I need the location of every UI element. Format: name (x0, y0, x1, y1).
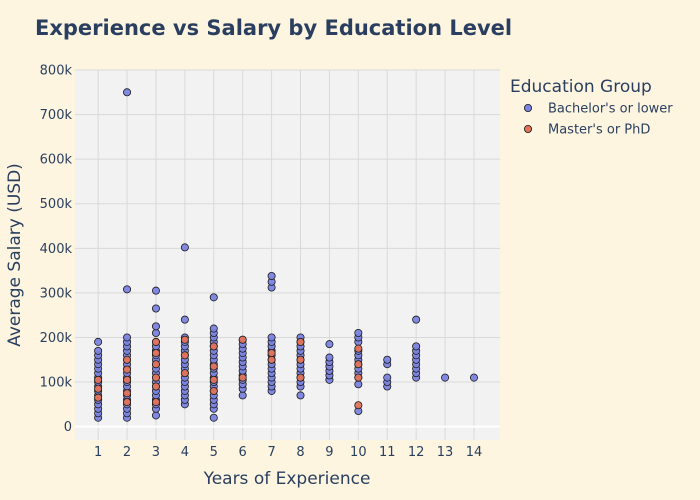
y-tick-label: 500k (40, 197, 73, 212)
data-point (151, 373, 160, 382)
x-tick-label: 8 (296, 445, 304, 460)
data-point (296, 391, 305, 400)
data-point (180, 351, 189, 360)
data-point (296, 337, 305, 346)
data-point (354, 344, 363, 353)
data-point (412, 342, 421, 351)
data-point (151, 382, 160, 391)
x-tick-label: 7 (267, 445, 275, 460)
data-point (354, 401, 363, 410)
legend-label: Bachelor's or lower (548, 102, 673, 117)
data-point (209, 413, 218, 422)
data-point (267, 271, 276, 280)
data-point (94, 337, 103, 346)
data-point (354, 373, 363, 382)
data-point (209, 342, 218, 351)
data-point (238, 391, 247, 400)
data-point (267, 333, 276, 342)
data-point (412, 315, 421, 324)
data-point (441, 373, 450, 382)
data-point (123, 88, 132, 97)
data-point (383, 355, 392, 364)
y-tick-label: 200k (40, 331, 73, 346)
data-point (238, 373, 247, 382)
data-point (296, 355, 305, 364)
x-tick-label: 4 (181, 445, 189, 460)
data-point (151, 398, 160, 407)
data-point (209, 293, 218, 302)
y-tick-label: 700k (40, 108, 73, 123)
data-point (209, 375, 218, 384)
x-tick-label: 14 (466, 445, 483, 460)
x-tick-label: 1 (94, 445, 102, 460)
data-point (267, 355, 276, 364)
data-point (238, 335, 247, 344)
data-point (123, 355, 132, 364)
x-tick-label: 13 (437, 445, 454, 460)
x-tick-label: 10 (350, 445, 367, 460)
plot-area (75, 70, 500, 440)
data-point (354, 329, 363, 338)
data-point (325, 353, 334, 362)
data-point (180, 243, 189, 252)
data-point (267, 349, 276, 358)
data-point (123, 375, 132, 384)
data-point (151, 322, 160, 331)
data-point (123, 285, 132, 294)
legend-marker (524, 104, 533, 113)
data-point (94, 384, 103, 393)
data-point (296, 373, 305, 382)
data-point (180, 335, 189, 344)
y-tick-label: 800k (40, 64, 73, 79)
data-point (151, 337, 160, 346)
scatter-points (94, 88, 478, 422)
x-tick-label: 9 (325, 445, 333, 460)
y-tick-label: 0 (64, 420, 72, 435)
data-point (354, 360, 363, 369)
data-point (123, 365, 132, 374)
data-point (209, 324, 218, 333)
data-point (209, 362, 218, 371)
data-point (383, 373, 392, 382)
data-point (354, 380, 363, 389)
data-point (94, 393, 103, 402)
data-point (123, 389, 132, 398)
y-tick-label: 600k (40, 153, 73, 168)
data-point (180, 369, 189, 378)
legend-marker (524, 125, 533, 134)
x-tick-label: 3 (152, 445, 160, 460)
data-point (209, 386, 218, 395)
data-point (123, 398, 132, 407)
data-point (123, 333, 132, 342)
data-point (151, 304, 160, 313)
data-point (94, 346, 103, 355)
data-point (325, 340, 334, 349)
legend: Education Group Bachelor's or lower Maste… (510, 77, 673, 138)
y-axis-ticks: 0 100k 200k 300k 400k 500k 600k 700k 800k (40, 64, 73, 436)
x-tick-label: 11 (379, 445, 396, 460)
legend-title: Education Group (510, 77, 652, 97)
chart-title: Experience vs Salary by Education Level (35, 16, 512, 40)
y-tick-label: 400k (40, 242, 73, 257)
data-point (151, 329, 160, 338)
data-point (151, 286, 160, 295)
x-axis-ticks: 1 2 3 4 5 6 7 8 9 10 11 12 13 14 (94, 445, 482, 460)
y-tick-label: 100k (40, 376, 73, 391)
data-point (151, 411, 160, 420)
x-tick-label: 6 (239, 445, 247, 460)
data-point (180, 315, 189, 324)
x-tick-label: 2 (123, 445, 131, 460)
y-tick-label: 300k (40, 286, 73, 301)
data-point (469, 373, 478, 382)
data-point (151, 349, 160, 358)
legend-label: Master's or PhD (548, 123, 650, 138)
y-axis-title: Average Salary (USD) (5, 163, 25, 347)
x-tick-label: 12 (408, 445, 425, 460)
x-tick-label: 5 (210, 445, 218, 460)
data-point (151, 360, 160, 369)
x-axis-title: Years of Experience (203, 469, 371, 489)
data-point (94, 375, 103, 384)
